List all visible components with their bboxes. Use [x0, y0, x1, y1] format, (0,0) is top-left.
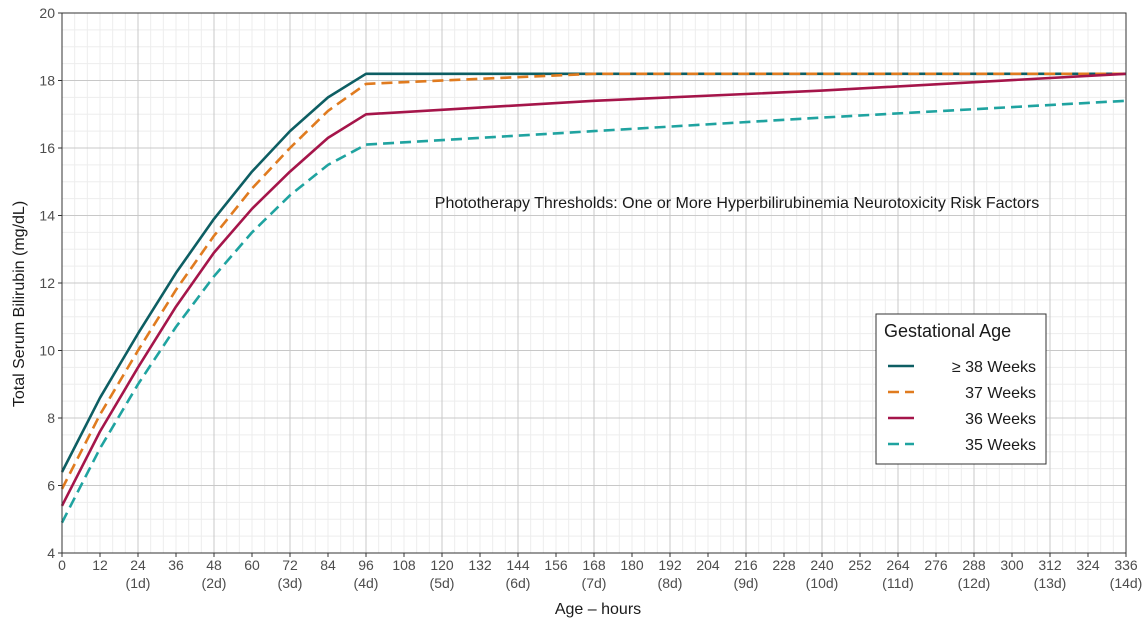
legend-title: Gestational Age: [884, 321, 1011, 341]
legend-label-3: 35 Weeks: [965, 437, 1036, 454]
x-tick-label: 264: [886, 557, 910, 573]
x-tick-label: 36: [168, 557, 184, 573]
x-tick-label: 312: [1038, 557, 1062, 573]
legend-label-0: ≥ 38 Weeks: [952, 359, 1036, 376]
x-tick-label: 12: [92, 557, 108, 573]
chart-annotation: Phototherapy Thresholds: One or More Hyp…: [435, 195, 1039, 212]
x-tick-label: 336: [1114, 557, 1138, 573]
series-line-2: [60, 72, 1127, 507]
x-tick-label: 72: [282, 557, 298, 573]
x-tick-label: 324: [1076, 557, 1100, 573]
x-tick-label: 96: [358, 557, 374, 573]
x-day-label: (6d): [506, 575, 531, 591]
x-tick-label: 132: [468, 557, 492, 573]
x-tick-label: 24: [130, 557, 146, 573]
y-axis-ticks: 4 6 8 10 12 14 16 18 20: [39, 5, 62, 561]
x-day-label: (1d): [126, 575, 151, 591]
x-tick-label: 0: [58, 557, 66, 573]
x-day-label: (10d): [806, 575, 839, 591]
x-day-label: (2d): [202, 575, 227, 591]
legend: Gestational Age ≥ 38 Weeks 37 Weeks 36 Wee…: [875, 313, 1047, 465]
y-tick-label: 14: [39, 208, 55, 224]
x-day-label: (11d): [882, 575, 914, 591]
x-tick-label: 300: [1000, 557, 1024, 573]
x-axis-ticks: 0 12 24 36 48 60 72 84 96 108 120 132 144 156 168 180 19…: [58, 553, 1142, 591]
x-tick-label: 216: [734, 557, 758, 573]
x-tick-label: 276: [924, 557, 948, 573]
x-day-label: (4d): [354, 575, 379, 591]
series-line-3: [60, 99, 1127, 524]
y-tick-label: 16: [39, 140, 55, 156]
legend-box: [875, 313, 1047, 465]
x-day-label: (7d): [582, 575, 607, 591]
y-tick-label: 6: [47, 478, 55, 494]
x-tick-label: 252: [848, 557, 872, 573]
x-tick-label: 168: [582, 557, 606, 573]
y-tick-label: 4: [47, 545, 55, 561]
legend-label-1: 37 Weeks: [965, 385, 1036, 402]
legend-items: ≥ 38 Weeks 37 Weeks 36 Weeks 35 Weeks: [888, 359, 1036, 454]
x-tick-label: 108: [392, 557, 416, 573]
y-tick-label: 20: [39, 5, 55, 21]
x-day-label: (14d): [1110, 575, 1143, 591]
x-day-label: (13d): [1034, 575, 1067, 591]
x-day-label: (5d): [430, 575, 455, 591]
y-axis-title: Total Serum Bilirubin (mg/dL): [11, 201, 28, 407]
x-tick-label: 144: [506, 557, 530, 573]
x-tick-label: 60: [244, 557, 260, 573]
y-tick-label: 18: [39, 73, 55, 89]
y-tick-label: 10: [39, 343, 55, 359]
series-line-1: [60, 72, 1126, 490]
x-tick-label: 288: [962, 557, 986, 573]
x-tick-label: 180: [620, 557, 644, 573]
series-line-0: [60, 72, 1126, 473]
x-day-label: (9d): [734, 575, 759, 591]
legend-label-2: 36 Weeks: [965, 411, 1036, 428]
x-tick-label: 84: [320, 557, 336, 573]
x-axis-title: Age – hours: [555, 601, 641, 618]
x-tick-label: 48: [206, 557, 222, 573]
x-tick-label: 192: [658, 557, 682, 573]
x-tick-label: 240: [810, 557, 834, 573]
series-lines: [60, 72, 1127, 524]
x-tick-label: 120: [430, 557, 454, 573]
y-tick-label: 8: [47, 410, 55, 426]
y-tick-label: 12: [39, 275, 55, 291]
x-day-label: (3d): [278, 575, 303, 591]
x-day-label: (12d): [958, 575, 991, 591]
x-tick-label: 156: [544, 557, 568, 573]
x-tick-label: 204: [696, 557, 720, 573]
x-tick-label: 228: [772, 557, 796, 573]
x-day-label: (8d): [658, 575, 683, 591]
